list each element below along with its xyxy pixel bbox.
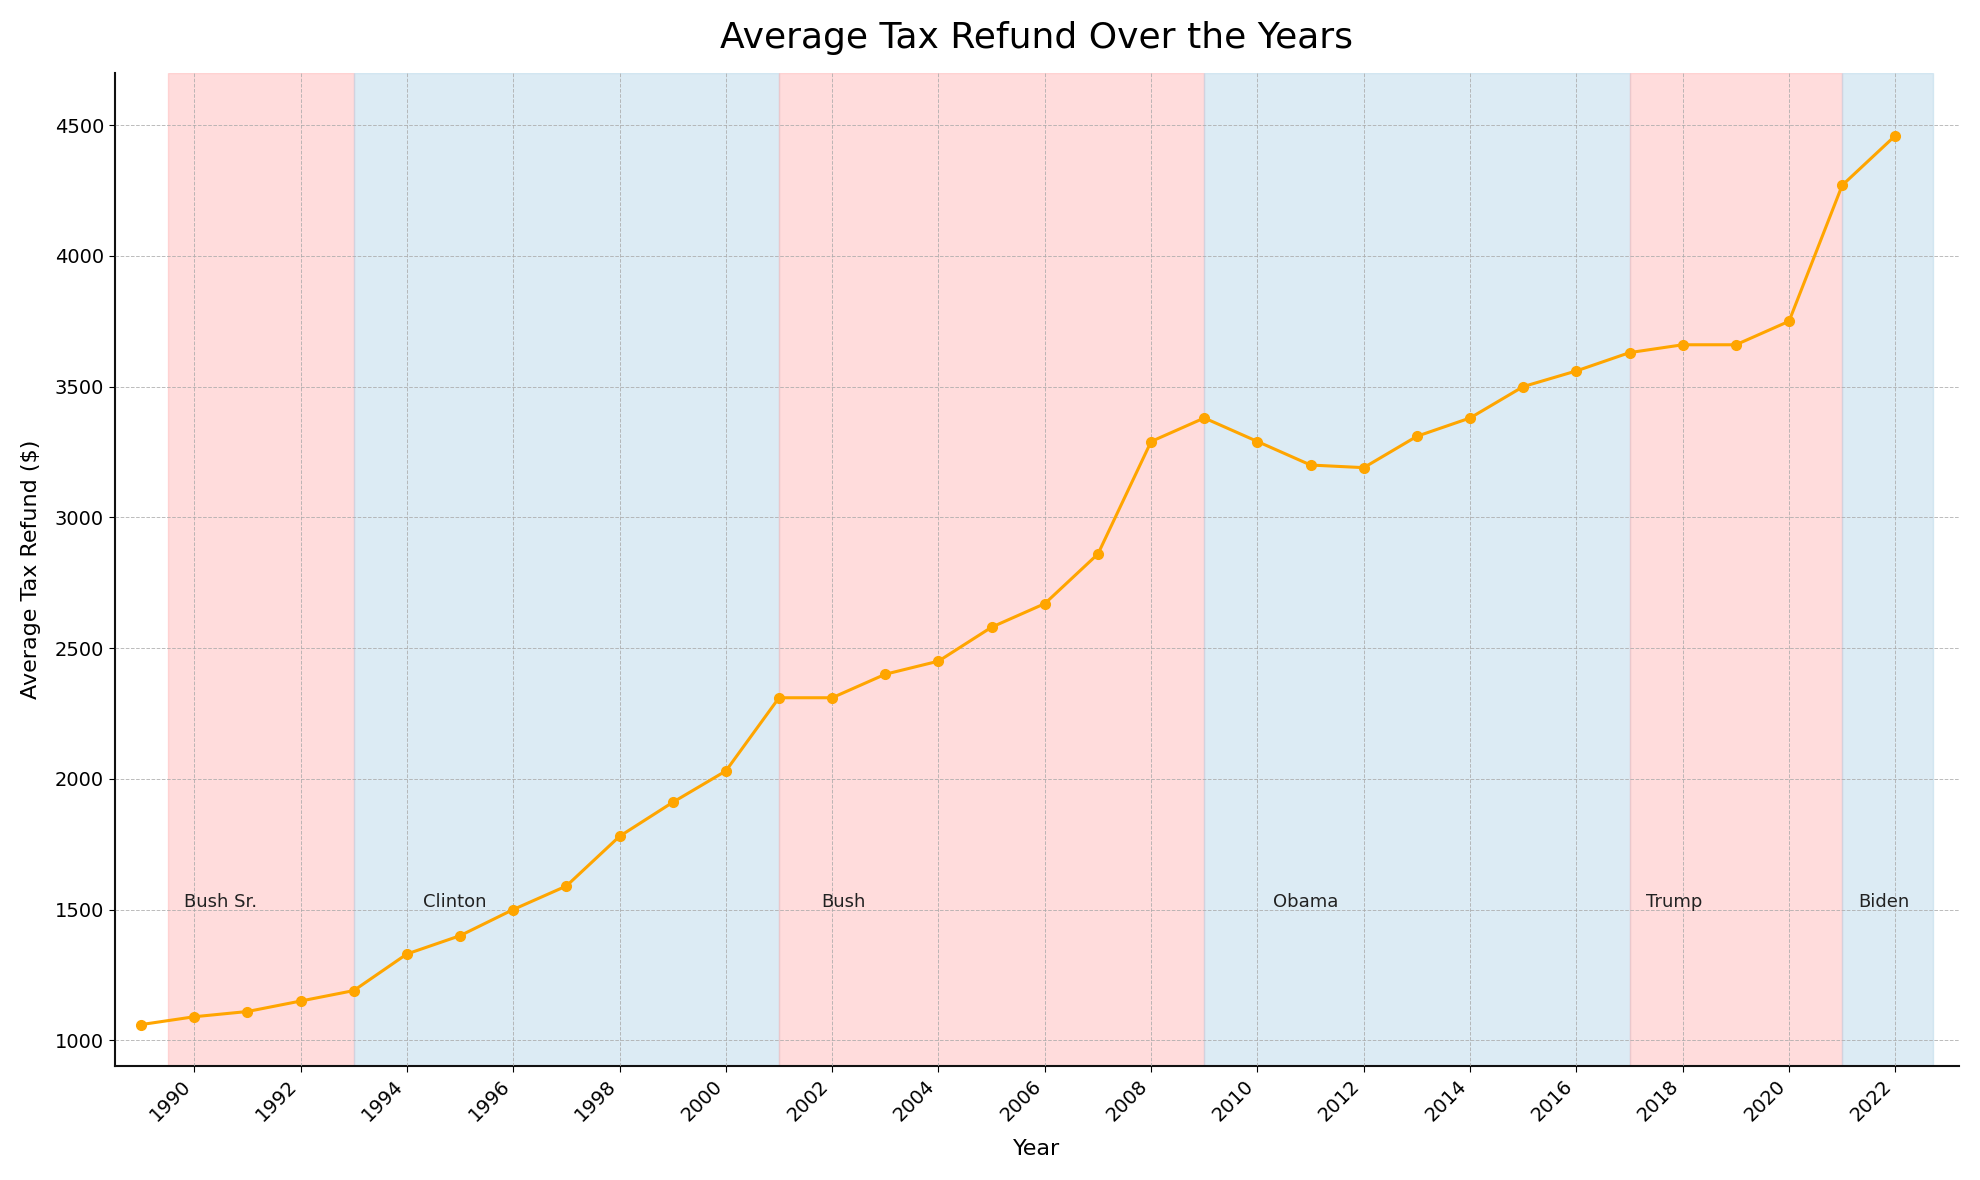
Text: Obama: Obama (1273, 893, 1338, 911)
Bar (354, 73, 778, 1067)
X-axis label: Year: Year (1014, 1139, 1061, 1159)
Text: Bush Sr.: Bush Sr. (184, 893, 257, 911)
Bar (1630, 73, 1841, 1067)
Bar (168, 73, 354, 1067)
Bar (778, 73, 1204, 1067)
Text: Clinton: Clinton (424, 893, 487, 911)
Text: Biden: Biden (1857, 893, 1909, 911)
Bar (1841, 73, 1932, 1067)
Text: Trump: Trump (1645, 893, 1703, 911)
Bar (1204, 73, 1630, 1067)
Text: Bush: Bush (822, 893, 865, 911)
Title: Average Tax Refund Over the Years: Average Tax Refund Over the Years (721, 21, 1354, 54)
Y-axis label: Average Tax Refund ($): Average Tax Refund ($) (22, 440, 42, 700)
